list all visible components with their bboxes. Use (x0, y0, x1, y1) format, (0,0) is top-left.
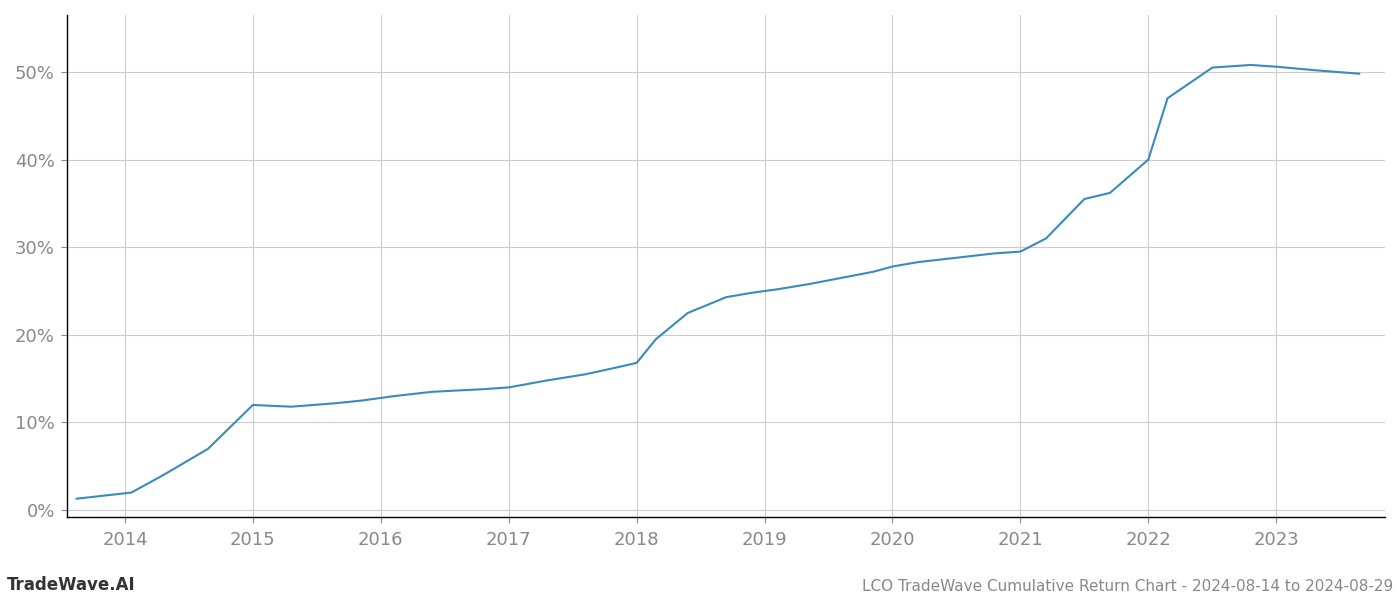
Text: LCO TradeWave Cumulative Return Chart - 2024-08-14 to 2024-08-29: LCO TradeWave Cumulative Return Chart - … (862, 579, 1393, 594)
Text: TradeWave.AI: TradeWave.AI (7, 576, 136, 594)
